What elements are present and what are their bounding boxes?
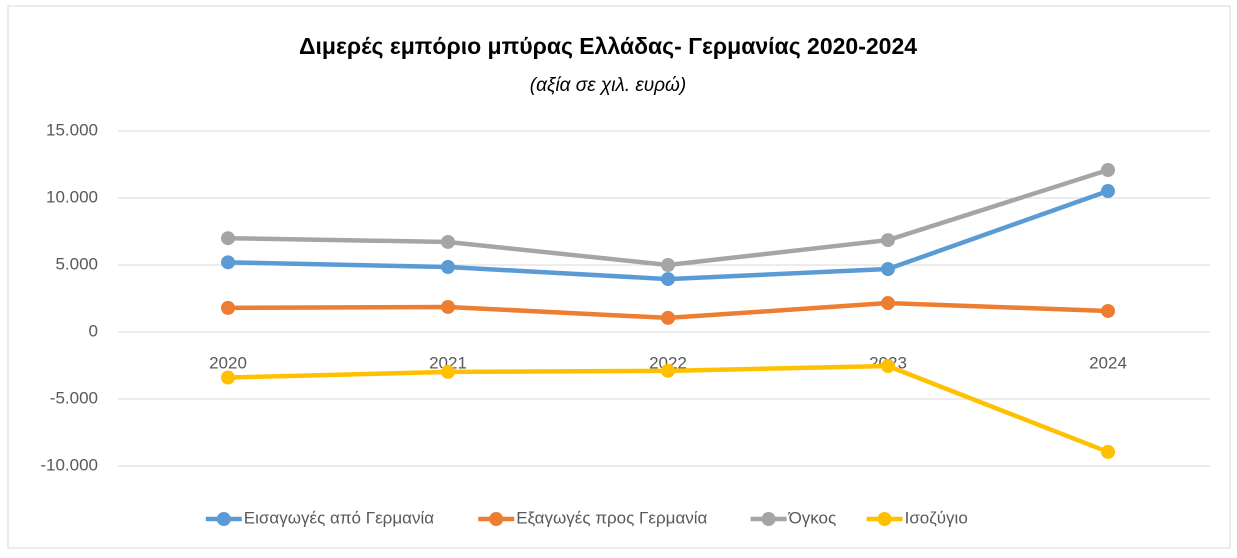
legend-marker: [216, 512, 231, 526]
data-point: [1101, 444, 1115, 459]
data-point: [661, 363, 675, 378]
legend-marker: [489, 512, 504, 526]
x-tick-label: 2024: [1089, 353, 1127, 372]
y-tick-label: -5.000: [50, 388, 98, 407]
chart-title: Διμερές εμπόριο μπύρας Ελλάδας- Γερμανία…: [299, 33, 917, 59]
y-tick-label: 10.000: [46, 187, 98, 206]
data-point: [881, 233, 895, 248]
data-point: [1101, 184, 1115, 199]
data-point: [441, 260, 455, 275]
data-point: [881, 296, 895, 311]
data-point: [221, 255, 235, 270]
x-tick-label: 2020: [209, 353, 247, 372]
legend-marker: [877, 512, 892, 526]
legend-label: Ισοζύγιο: [905, 508, 968, 527]
y-tick-label: 0: [89, 321, 98, 340]
data-point: [441, 299, 455, 314]
legend-label: Εξαγωγές προς Γερμανία: [516, 508, 707, 527]
data-point: [881, 262, 895, 277]
data-point: [441, 364, 455, 379]
data-point: [221, 300, 235, 315]
legend-marker: [761, 512, 776, 526]
data-point: [221, 231, 235, 246]
x-tick-label: 2022: [649, 353, 687, 372]
data-point: [1101, 303, 1115, 318]
data-point: [1101, 162, 1115, 177]
data-point: [441, 234, 455, 249]
legend-label: Εισαγωγές από Γερμανία: [244, 508, 434, 527]
data-point: [221, 370, 235, 385]
data-point: [661, 310, 675, 325]
y-tick-label: 5.000: [55, 254, 98, 273]
legend-label: Όγκος: [788, 508, 837, 527]
data-point: [881, 359, 895, 374]
data-point: [661, 272, 675, 287]
data-point: [661, 258, 675, 272]
chart-subtitle: (αξία σε χιλ. ευρώ): [530, 75, 686, 96]
y-tick-label: -10.000: [40, 455, 98, 474]
y-tick-label: 15.000: [46, 120, 98, 139]
x-tick-label: 2021: [429, 353, 467, 372]
